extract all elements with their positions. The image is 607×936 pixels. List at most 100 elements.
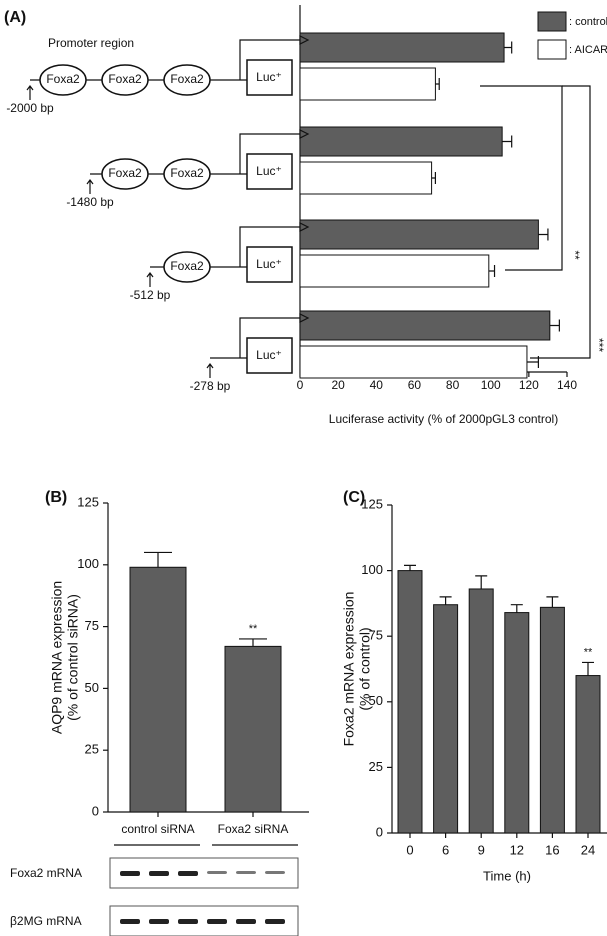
error-bar — [489, 265, 495, 277]
position-label: -2000 bp — [6, 101, 54, 115]
x-tick-label: 60 — [408, 378, 422, 392]
error-bar — [440, 597, 452, 605]
position-label: -512 bp — [130, 288, 171, 302]
binding-site-label: Foxa2 — [108, 166, 142, 180]
panel-label: (A) — [4, 9, 26, 26]
position-arrow — [207, 364, 213, 378]
bar — [300, 311, 550, 340]
bar — [225, 646, 281, 812]
x-tick-label: 100 — [481, 378, 501, 392]
y-tick-label: 50 — [85, 680, 99, 695]
error-bar — [538, 229, 548, 241]
legend-label: : control — [569, 16, 607, 28]
error-bar — [239, 639, 267, 646]
bar — [300, 127, 502, 156]
bar — [300, 255, 489, 287]
y-tick-label: 100 — [361, 562, 383, 577]
binding-site-label: Foxa2 — [108, 72, 142, 86]
reporter-label: Luc⁺ — [256, 70, 282, 84]
legend-swatch — [538, 40, 566, 59]
y-axis-label: AQP9 mRNA expression — [49, 581, 65, 734]
y-tick-label: 125 — [361, 496, 383, 511]
position-arrow — [147, 273, 153, 287]
binding-site-label: Foxa2 — [170, 72, 204, 86]
bar — [469, 589, 493, 833]
binding-site-label: Foxa2 — [170, 259, 204, 273]
y-tick-label: 25 — [369, 759, 383, 774]
reporter-label: Luc⁺ — [256, 257, 282, 271]
blot-band — [265, 919, 285, 924]
blot-band — [120, 871, 140, 876]
x-tick-label: 16 — [545, 842, 559, 857]
x-tick-label: 24 — [581, 842, 595, 857]
blot-label: β2MG mRNA — [10, 914, 82, 928]
error-bar — [582, 662, 594, 675]
x-tick-label: 0 — [406, 842, 413, 857]
panel-label: (B) — [45, 489, 67, 506]
position-arrow — [87, 180, 93, 194]
error-bar — [511, 605, 523, 613]
bar — [300, 68, 435, 100]
blot-band — [236, 871, 256, 874]
x-tick-label: 0 — [297, 378, 304, 392]
y-tick-label: 25 — [85, 742, 99, 757]
blot-band — [149, 919, 169, 924]
blot-band — [178, 871, 198, 876]
x-tick-label: 9 — [478, 842, 485, 857]
x-axis-label: Luciferase activity (% of 2000pGL3 contr… — [329, 412, 558, 426]
blot-band — [120, 919, 140, 924]
sig-label: ** — [584, 646, 593, 658]
binding-site-label: Foxa2 — [170, 166, 204, 180]
legend-swatch — [538, 12, 566, 31]
x-tick-label: Foxa2 siRNA — [218, 822, 289, 836]
reporter-label: Luc⁺ — [256, 164, 282, 178]
error-bar — [144, 552, 172, 567]
bar — [300, 162, 432, 194]
position-label: -278 bp — [190, 379, 231, 393]
blot-band — [149, 871, 169, 876]
error-bar — [435, 78, 439, 90]
bar — [300, 346, 527, 378]
x-axis-label: Time (h) — [483, 868, 531, 883]
position-arrow — [27, 86, 33, 100]
diagram-title: Promoter region — [48, 36, 134, 50]
x-tick-label: 140 — [557, 378, 577, 392]
x-tick-label: control siRNA — [121, 822, 194, 836]
bar — [505, 613, 529, 833]
sig-label: *** — [592, 338, 606, 352]
x-tick-label: 6 — [442, 842, 449, 857]
position-label: -1480 bp — [66, 195, 114, 209]
error-bar — [546, 597, 558, 607]
y-tick-label: 0 — [376, 824, 383, 839]
reporter-label: Luc⁺ — [256, 348, 282, 362]
blot-label: Foxa2 mRNA — [10, 866, 82, 880]
error-bar — [475, 576, 487, 589]
x-tick-label: 12 — [510, 842, 524, 857]
error-bar — [504, 42, 512, 54]
y-axis-label: Foxa2 mRNA expression — [341, 592, 357, 747]
bar — [130, 567, 186, 812]
legend-label: : AICAR — [569, 44, 607, 56]
y-axis-label: (% of control) — [357, 627, 373, 710]
y-tick-label: 100 — [77, 556, 99, 571]
error-bar — [404, 565, 416, 570]
blot-band — [207, 919, 227, 924]
blot-band — [207, 871, 227, 874]
sig-label: ** — [568, 250, 582, 260]
bar — [300, 220, 538, 249]
error-bar — [502, 136, 512, 148]
x-tick-label: 80 — [446, 378, 460, 392]
y-tick-label: 75 — [85, 618, 99, 633]
y-tick-label: 0 — [92, 803, 99, 818]
y-axis-label: (% of control siRNA) — [65, 594, 81, 721]
error-bar — [432, 172, 436, 184]
bar — [576, 676, 600, 833]
figure: (A) Promoter region (B) (C) Foxa2 mRNA β… — [0, 0, 607, 936]
sig-label: ** — [249, 623, 258, 635]
blot-band — [236, 919, 256, 924]
bar — [398, 571, 422, 833]
x-tick-label: 20 — [331, 378, 345, 392]
x-tick-label: 120 — [519, 378, 539, 392]
blot-band — [178, 919, 198, 924]
bar — [300, 33, 504, 62]
